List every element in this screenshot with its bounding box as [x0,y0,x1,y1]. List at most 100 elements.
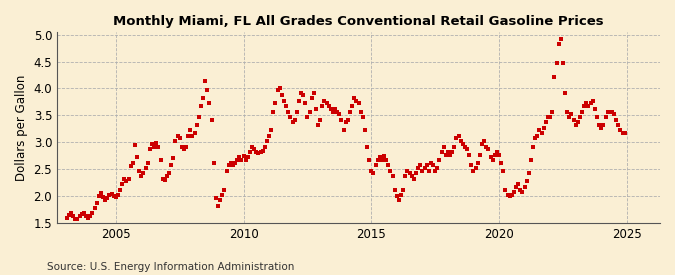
Point [568,117,579,122]
Point [315,117,325,122]
Point [176,144,187,149]
Point [562,109,572,114]
Point [264,134,275,138]
Point [153,145,164,149]
Point [179,147,190,152]
Point [613,123,624,127]
Point [300,101,310,106]
Point [600,115,611,119]
Point [128,160,138,165]
Point [198,95,209,100]
Point [528,144,539,149]
Point [462,147,472,152]
Point [306,96,317,100]
Point [159,178,170,182]
Point [491,150,502,154]
Point [479,139,489,143]
Point [72,216,83,221]
Point [268,109,279,114]
Point [353,101,364,106]
Point [85,214,96,218]
Point [325,107,336,111]
Point [436,150,447,154]
Point [417,169,428,173]
Point [207,117,217,122]
Point [576,109,587,114]
Point [404,171,415,176]
Point [412,166,423,170]
Point [449,144,460,149]
Point [108,194,119,198]
Point [80,214,91,219]
Point [526,158,537,162]
Point [607,109,618,114]
Point [246,144,257,149]
Point [415,163,426,167]
Point [100,197,111,202]
Point [302,115,313,119]
Point [240,158,251,162]
Point [598,123,609,127]
Point [298,93,308,98]
Point [615,128,626,133]
Point [419,166,430,170]
Point [194,115,205,119]
Point [345,109,356,114]
Point [89,206,100,210]
Point [238,154,249,158]
Point [572,120,583,125]
Point [556,37,566,41]
Point [534,128,545,133]
Point [504,194,515,198]
Point [242,155,253,160]
Point [117,182,128,186]
Point [375,155,385,160]
Point [123,177,134,181]
Point [74,214,85,219]
Point [483,147,494,152]
Point [349,96,360,100]
Point [495,160,506,165]
Point [617,131,628,135]
Point [170,139,181,143]
Point [142,160,153,165]
Point [126,164,136,168]
Point [355,109,366,114]
Point [321,101,332,106]
Point [251,150,262,154]
Point [296,90,306,95]
Point [554,42,564,46]
Point [91,201,102,205]
Point [87,211,98,215]
Point [213,204,223,208]
Point [211,196,221,200]
Point [513,182,524,186]
Point [304,109,315,114]
Point [466,163,477,167]
Point [102,196,113,200]
Point [443,150,454,154]
Point [451,136,462,141]
Point [223,163,234,167]
Point [470,166,481,170]
Point [481,144,491,149]
Point [327,109,338,114]
Point [428,163,439,167]
Point [532,134,543,138]
Point [111,194,122,199]
Point [146,142,157,146]
Point [274,86,285,91]
Point [138,171,149,176]
Point [287,120,298,125]
Point [539,125,549,130]
Point [389,187,400,192]
Point [379,154,389,158]
Point [215,198,225,202]
Point [313,123,323,127]
Point [438,144,449,149]
Point [308,90,319,95]
Point [364,158,375,162]
Point [151,141,161,145]
Point [368,171,379,176]
Point [113,193,124,197]
